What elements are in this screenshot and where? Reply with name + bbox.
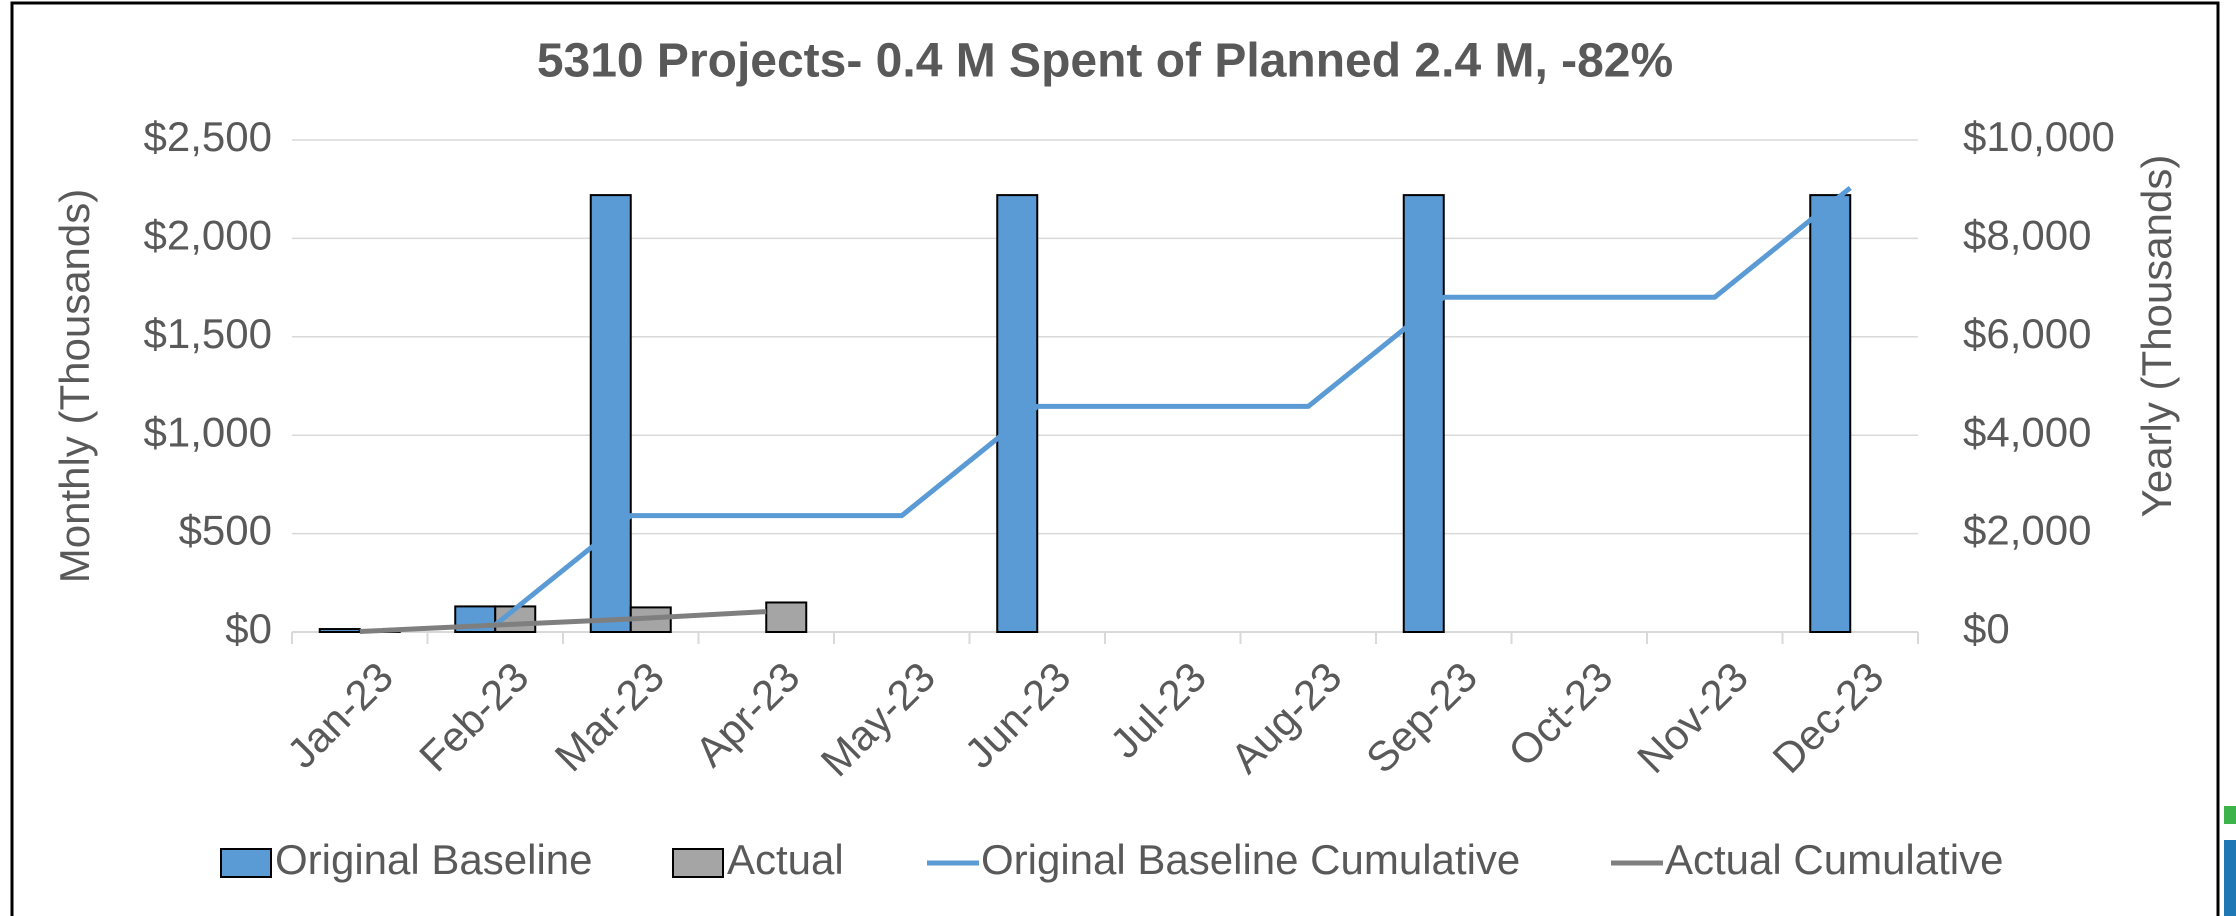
y-tick-label: $2,000 bbox=[144, 211, 272, 258]
y2-tick-label: $2,000 bbox=[1963, 507, 2091, 554]
legend-label: Original Baseline bbox=[275, 836, 593, 883]
bar bbox=[318, 628, 361, 633]
y-tick-label: $2,500 bbox=[144, 113, 272, 160]
y2-tick-label: $10,000 bbox=[1963, 113, 2115, 160]
bar bbox=[1809, 194, 1852, 633]
edge-decoration bbox=[2224, 806, 2236, 824]
legend-label: Actual bbox=[727, 836, 844, 883]
y2-tick-label: $8,000 bbox=[1963, 211, 2091, 258]
line bbox=[493, 186, 1852, 627]
legend-label: Original Baseline Cumulative bbox=[981, 836, 1520, 883]
edge-decoration bbox=[2224, 840, 2236, 916]
line bbox=[359, 609, 767, 635]
y-tick-label: $500 bbox=[179, 507, 272, 554]
y2-tick-label: $4,000 bbox=[1963, 408, 2091, 455]
legend-swatch bbox=[672, 848, 724, 878]
chart-title: 5310 Projects- 0.4 M Spent of Planned 2.… bbox=[537, 35, 1673, 88]
y-axis-title: Monthly (Thousands) bbox=[51, 189, 98, 584]
y-tick-label: $0 bbox=[225, 605, 272, 652]
y-tick-label: $1,500 bbox=[144, 310, 272, 357]
y-tick-label: $1,000 bbox=[144, 408, 272, 455]
legend-swatch bbox=[220, 848, 272, 878]
y2-tick-label: $6,000 bbox=[1963, 310, 2091, 357]
y2-axis-title: Yearly (Thousands) bbox=[2133, 155, 2180, 518]
bar bbox=[765, 601, 808, 633]
legend-label: Actual Cumulative bbox=[1665, 836, 2003, 883]
bar bbox=[589, 194, 632, 633]
bar bbox=[1402, 194, 1445, 633]
y2-tick-label: $0 bbox=[1963, 605, 2010, 652]
